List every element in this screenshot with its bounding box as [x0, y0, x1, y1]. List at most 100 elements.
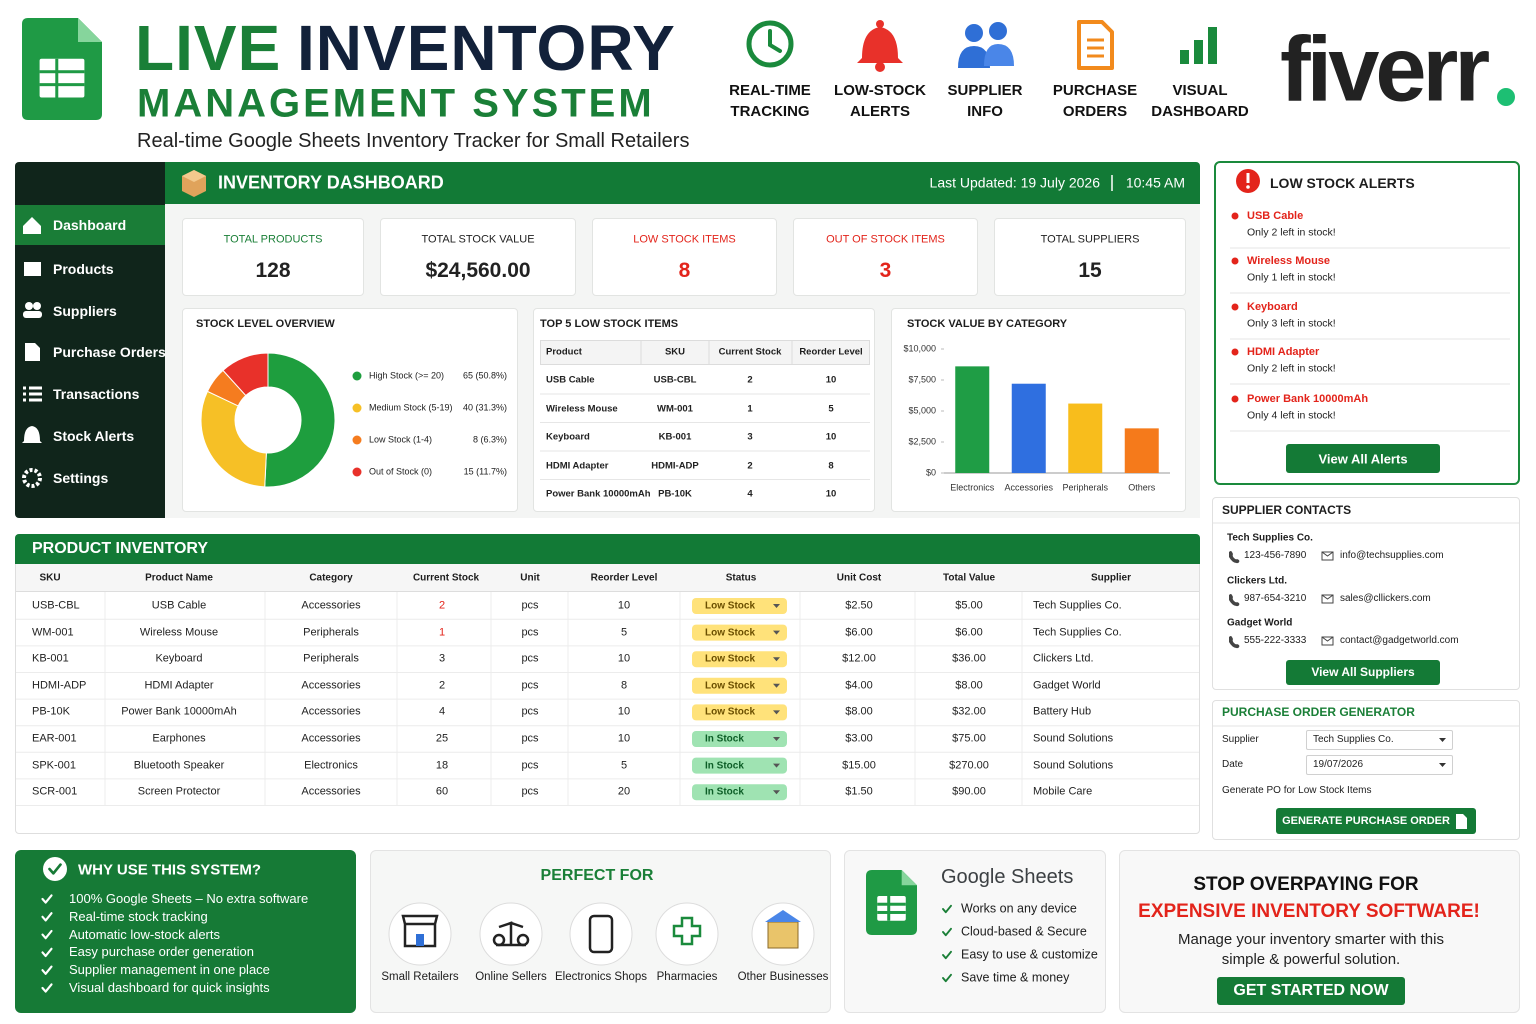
donut-slice — [264, 352, 336, 488]
phone-icon — [1229, 594, 1240, 607]
sidebar-item[interactable]: Transactions — [53, 386, 140, 402]
sidebar-item[interactable]: Products — [53, 261, 114, 277]
table-cell: Accessories — [301, 679, 361, 692]
table-cell: Screen Protector — [137, 785, 221, 798]
sheets-grid-line — [39, 70, 85, 74]
status-label[interactable]: Low Stock — [705, 706, 756, 718]
bell-knob — [876, 20, 884, 28]
table-cell: pcs — [521, 759, 539, 771]
table-cell: Gadget World — [1033, 679, 1101, 692]
column-header: Total Value — [942, 572, 996, 584]
x-tick-label: Others — [1128, 482, 1156, 493]
alert-message: Only 3 left in stock! — [1247, 317, 1336, 330]
status-label[interactable]: In Stock — [705, 786, 744, 798]
status-label[interactable]: Low Stock — [705, 653, 756, 665]
kpi-label: TOTAL STOCK VALUE — [421, 233, 535, 246]
kpi-label: LOW STOCK ITEMS — [633, 233, 736, 246]
alert-bullet — [1231, 257, 1239, 265]
status-pill — [692, 704, 787, 721]
panel-title: LOW STOCK ALERTS — [1270, 175, 1415, 191]
button-label[interactable]: GENERATE PURCHASE ORDER — [1282, 815, 1450, 827]
people-icon — [965, 24, 983, 42]
box-logo-top — [182, 170, 206, 182]
select-box[interactable] — [1306, 730, 1453, 750]
mail-icon — [1321, 594, 1334, 600]
status-arrow — [773, 737, 780, 741]
button-label[interactable]: View All Suppliers — [1311, 665, 1415, 679]
user-icon — [33, 302, 41, 310]
button-label[interactable]: View All Alerts — [1318, 451, 1408, 467]
sheets-item: Works on any device — [961, 901, 1077, 916]
why-item: Easy purchase order generation — [69, 944, 255, 960]
table-cell: SPK-001 — [32, 759, 77, 771]
kpi-value: 15 — [1078, 259, 1102, 282]
home-icon — [23, 217, 41, 234]
select-box[interactable] — [1306, 755, 1453, 775]
sheets-grid-line — [877, 910, 906, 914]
table-cell: Power Bank 10000mAh — [121, 705, 237, 718]
user-icon — [23, 311, 42, 318]
sheets-grid-line — [39, 83, 85, 87]
sidebar-item[interactable]: Suppliers — [53, 303, 117, 319]
check-icon — [942, 973, 952, 983]
status-label[interactable]: In Stock — [705, 760, 744, 772]
why-item: 100% Google Sheets – No extra software — [69, 891, 309, 907]
alert-message: Only 2 left in stock! — [1247, 226, 1336, 239]
status-label[interactable]: Low Stock — [705, 600, 756, 612]
table-cell: HDMI-ADP — [651, 460, 699, 471]
column-header: Product — [546, 346, 582, 358]
y-tick-label: $0 — [925, 467, 936, 478]
check-icon — [41, 947, 53, 958]
button[interactable] — [1286, 660, 1440, 685]
supplier-name: Clickers Ltd. — [1227, 575, 1288, 587]
table-cell: USB Cable — [151, 599, 207, 612]
table-cell: $12.00 — [842, 652, 876, 665]
title-live: LIVE — [135, 12, 282, 84]
status-arrow — [773, 790, 780, 795]
table-cell: Accessories — [301, 705, 361, 718]
kpi-label: TOTAL SUPPLIERS — [1040, 233, 1140, 246]
feature-label: SUPPLIER INFO — [947, 82, 1023, 120]
feature-label: REAL-TIME TRACKING — [729, 82, 811, 120]
sidebar-item[interactable]: Dashboard — [53, 217, 127, 233]
button[interactable] — [1286, 444, 1440, 473]
check-icon — [41, 965, 53, 975]
status-label[interactable]: Low Stock — [705, 680, 756, 692]
legend-label: Medium Stock (5-19) — [369, 402, 453, 413]
table-cell: Sound Solutions — [1033, 759, 1114, 771]
status-label[interactable]: Low Stock — [705, 627, 756, 639]
brand-dot — [1497, 88, 1515, 106]
alert-name: Power Bank 10000mAh — [1247, 393, 1369, 405]
button[interactable] — [1217, 977, 1405, 1005]
audience-label: Electronics Shops — [554, 971, 648, 983]
table-cell: 2 — [438, 679, 446, 692]
button[interactable] — [1276, 808, 1476, 834]
list-icon — [29, 392, 42, 396]
clock-icon — [746, 20, 794, 68]
button-label[interactable]: GET STARTED NOW — [1233, 982, 1389, 999]
table-cell: 18 — [435, 759, 449, 771]
sidebar-item[interactable]: Stock Alerts — [53, 428, 135, 444]
select-value[interactable]: 19/07/2026 — [1313, 759, 1364, 770]
scale-icon — [516, 933, 530, 947]
table-cell: WM-001 — [657, 403, 693, 414]
alert-bullet — [1231, 303, 1239, 311]
y-tick-label: $7,500 — [908, 374, 936, 385]
donut-slice — [200, 390, 267, 488]
sheets-item: Easy to use & customize — [961, 947, 1098, 962]
sidebar-item[interactable]: Purchase Orders — [53, 344, 166, 360]
sidebar-item[interactable]: Settings — [53, 470, 109, 486]
cta-body: Manage your inventory smarter with this … — [1178, 931, 1444, 968]
table-cell: 5 — [620, 759, 628, 771]
alert-name: Wireless Mouse — [1247, 255, 1331, 267]
column-header: Unit Cost — [836, 572, 882, 584]
sheets-grid — [877, 896, 906, 921]
status-label[interactable]: In Stock — [705, 733, 744, 745]
box-icon — [24, 262, 41, 276]
sheets-fold — [901, 870, 917, 886]
alert-icon-dot — [1246, 185, 1250, 189]
status-pill — [692, 757, 787, 774]
select-value[interactable]: Tech Supplies Co. — [1313, 734, 1394, 745]
table-cell: pcs — [521, 705, 539, 718]
